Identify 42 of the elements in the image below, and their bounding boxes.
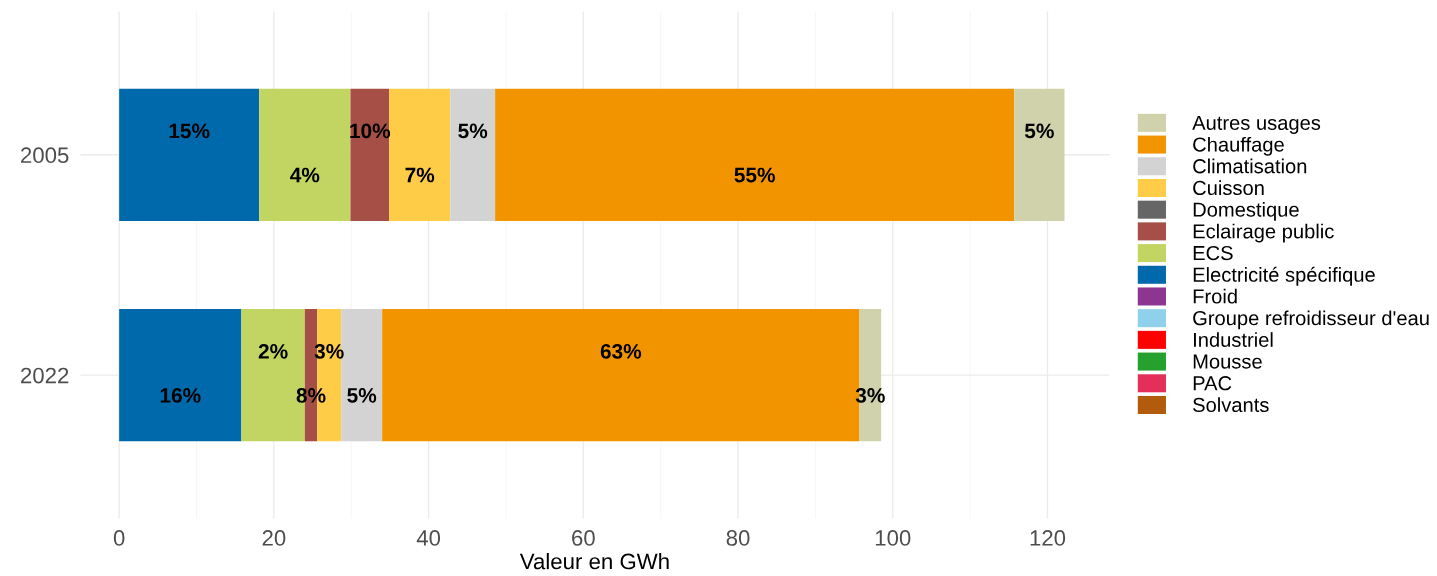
legend-label: Industriel (1194, 332, 1273, 347)
bar (495, 88, 1015, 221)
x-tick-label: 60 (572, 530, 595, 546)
x-tick-label: 40 (416, 530, 441, 546)
bar (1014, 88, 1065, 221)
x-axis-title: Valeur en GWh (519, 553, 669, 570)
y-tick-label: 2022 (21, 367, 69, 384)
annotation: 4% (290, 167, 320, 183)
x-tick-label: 120 (1030, 530, 1066, 546)
annotation: 55% (734, 167, 775, 183)
x-tick-label: 20 (262, 530, 286, 546)
x-tick-label: 0 (113, 530, 125, 546)
annotation: 15% (169, 123, 210, 139)
legend-label: Electricité spécifique (1193, 266, 1375, 286)
legend-label: Mousse (1193, 354, 1262, 369)
annotation: 7% (405, 167, 435, 183)
x-tick-label: 100 (875, 530, 911, 546)
annotation: 63% (600, 343, 642, 359)
x-tick-label: 80 (726, 530, 750, 546)
annotation: 5% (347, 388, 377, 403)
legend-label: PAC (1193, 376, 1232, 391)
legend-label: Chauffage (1193, 136, 1284, 156)
legend-label: Solvants (1193, 397, 1269, 413)
legend-label: Froid (1193, 288, 1237, 304)
annotation: 5% (458, 123, 488, 139)
bar (119, 309, 242, 442)
legend-label: Autres usages (1192, 115, 1321, 134)
legend-label: Cuisson (1193, 180, 1264, 196)
y-tick-label: 2005 (21, 147, 69, 164)
legend-label: Eclairage public (1193, 223, 1334, 243)
legend-label: Domestique (1193, 201, 1299, 221)
annotation: 16% (160, 388, 201, 403)
bar (389, 88, 451, 221)
bar (350, 88, 390, 221)
legend-label: ECS (1193, 245, 1233, 261)
annotation: 2% (258, 343, 288, 359)
bar (450, 88, 496, 221)
legend-label: Climatisation (1193, 158, 1307, 174)
legend-label: Groupe refroidisseur d'eau (1193, 310, 1429, 330)
bar (259, 88, 351, 221)
annotation: 5% (1024, 123, 1054, 139)
bar (119, 88, 260, 221)
